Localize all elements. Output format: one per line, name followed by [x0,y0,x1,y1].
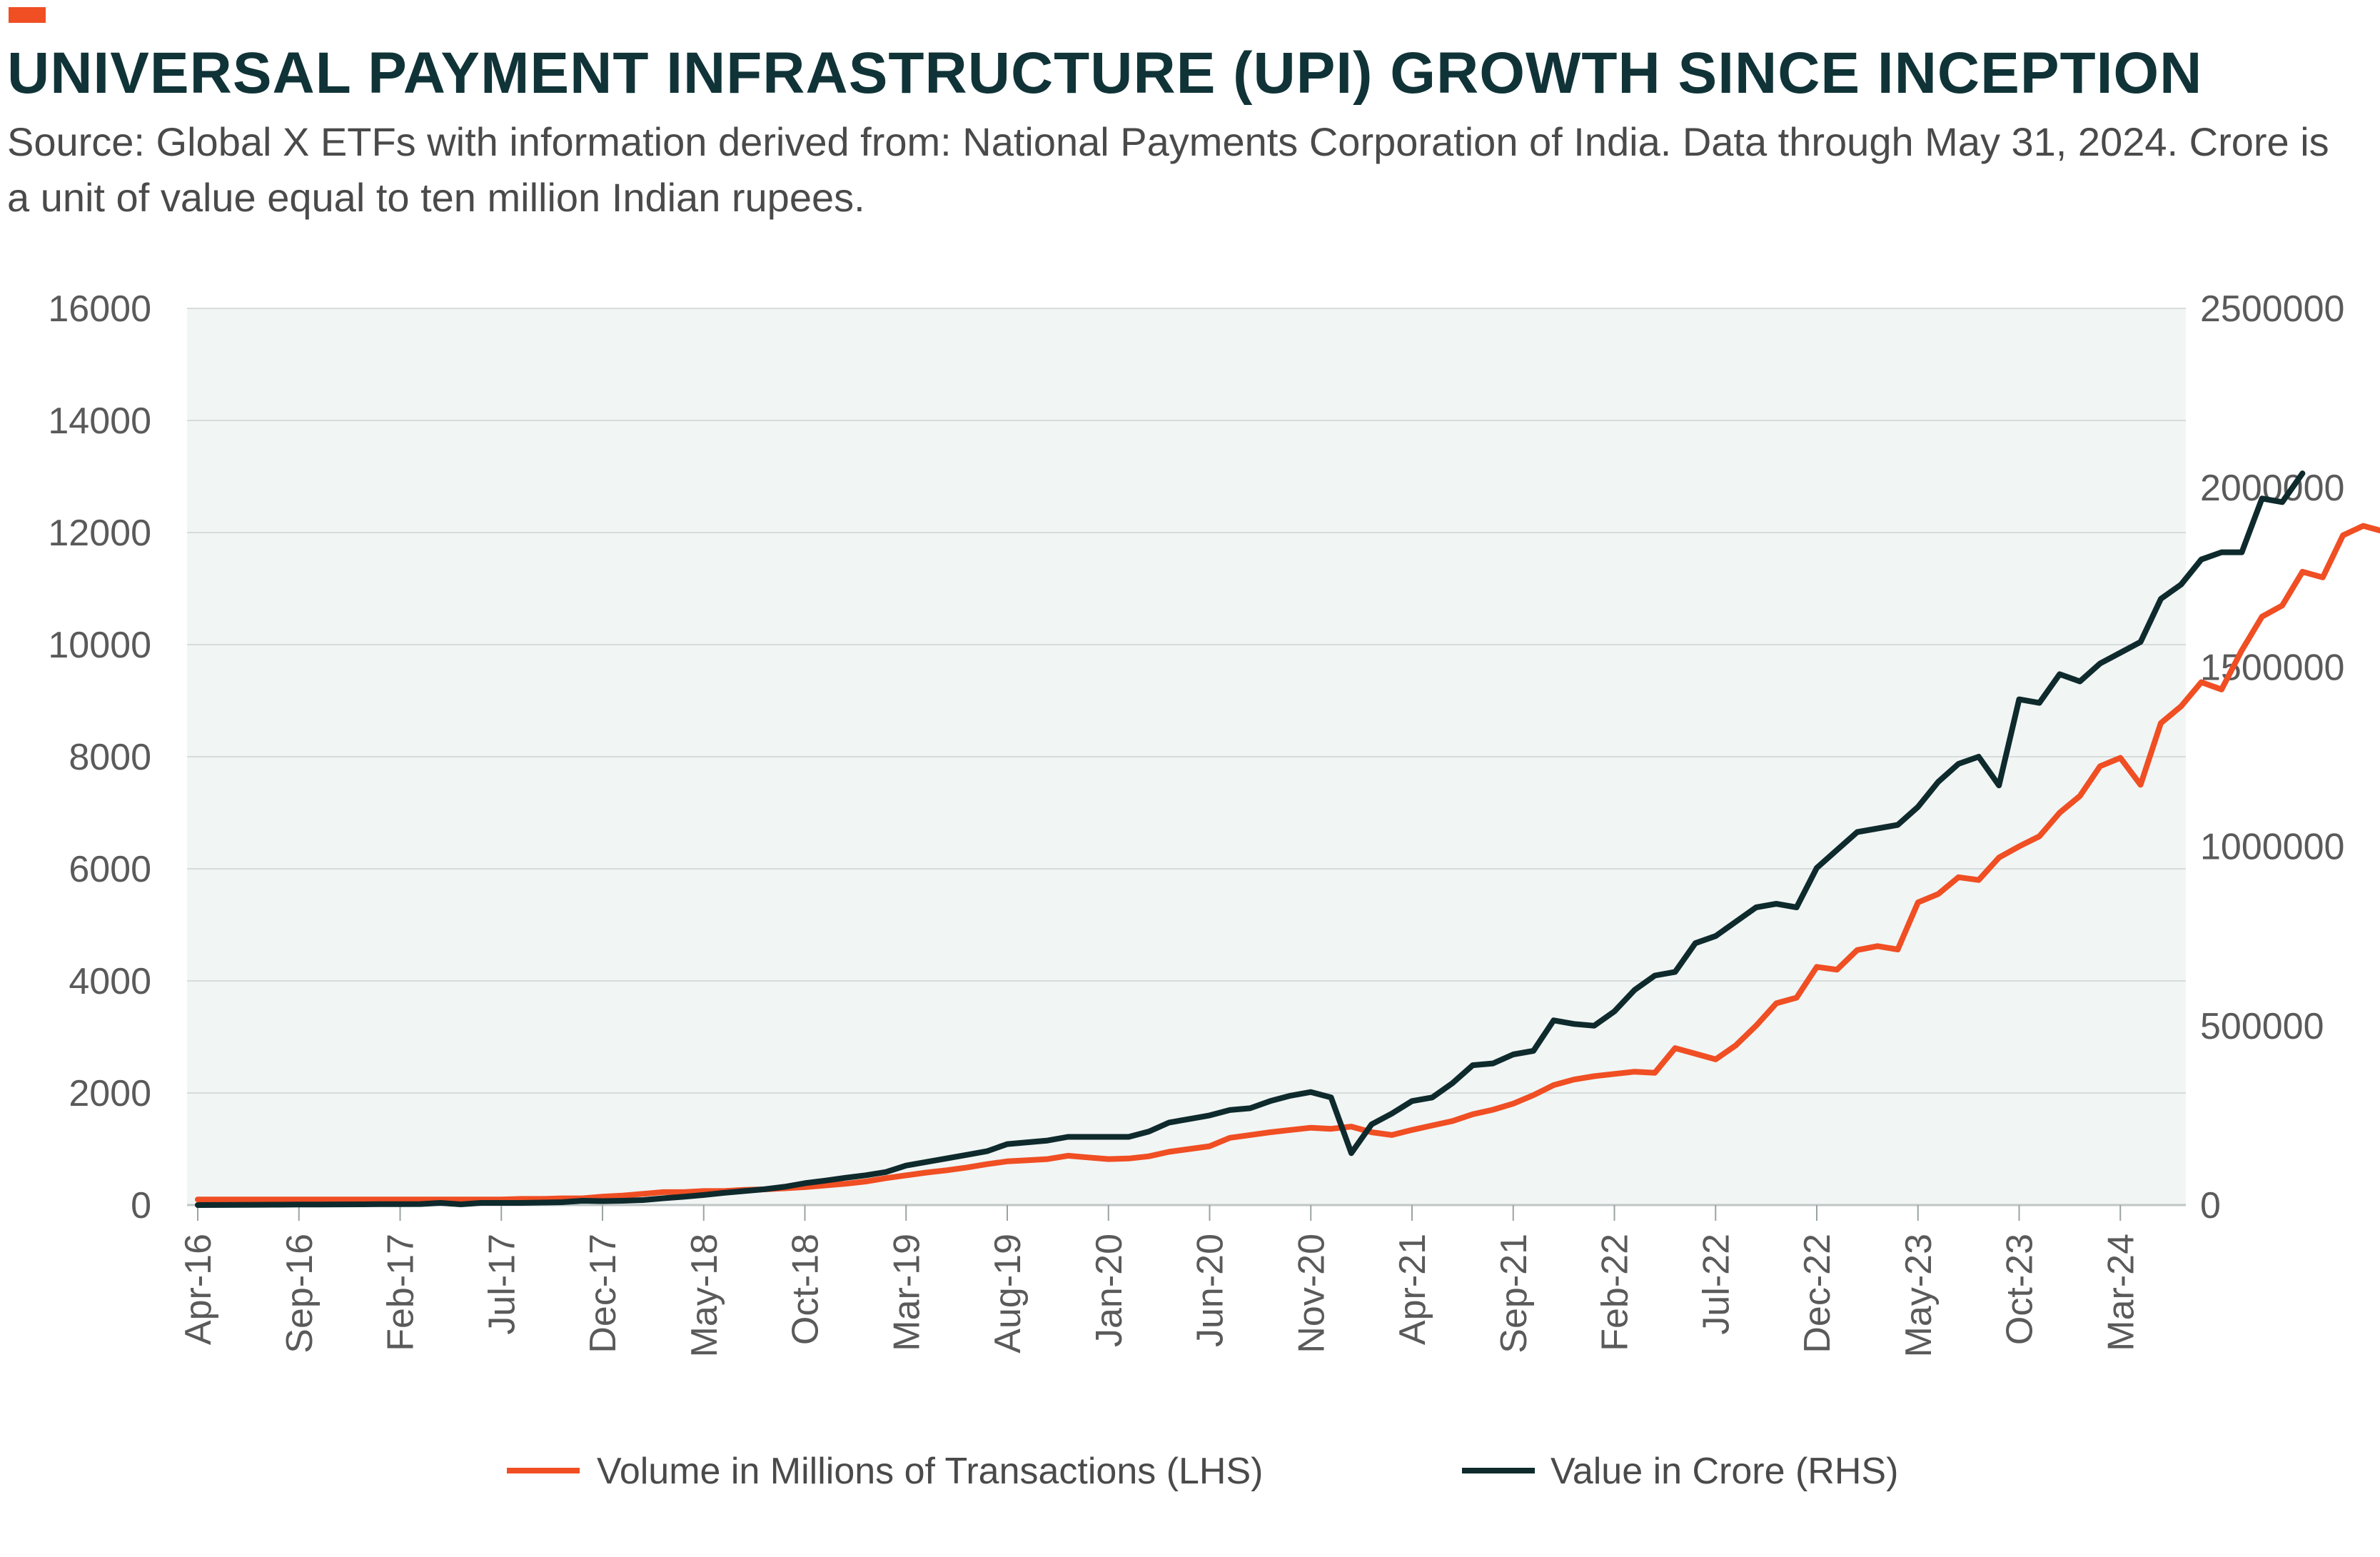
x-tick-label: Feb-22 [1595,1234,1636,1351]
x-tick-label: Feb-17 [380,1234,422,1351]
x-tick-label: Nov-20 [1291,1234,1332,1354]
y-right-tick-label: 0 [2200,1185,2221,1226]
y-left-tick-label: 4000 [69,961,151,1002]
x-tick-label: Aug-19 [987,1234,1029,1354]
x-tick-label: May-18 [684,1234,725,1357]
x-tick-label: Apr-16 [178,1234,219,1345]
legend-label-value: Value in Crore (RHS) [1550,1451,1898,1492]
y-left-tick-label: 16000 [48,288,151,330]
y-right-tick-label: 1000000 [2200,827,2344,868]
x-tick-label: Mar-19 [886,1234,927,1351]
x-tick-label: Jan-20 [1089,1234,1130,1347]
x-tick-label: May-23 [1898,1234,1940,1357]
y-left-tick-label: 8000 [69,737,151,778]
x-tick-label: Oct-18 [785,1234,827,1345]
x-tick-label: Jul-22 [1695,1234,1737,1335]
y-left-tick-label: 14000 [48,400,151,442]
series-line-value [195,470,2306,1208]
y-right-tick-label: 2500000 [2200,288,2344,330]
x-tick-label: Sep-16 [279,1234,321,1354]
page-title: UNIVERSAL PAYMENT INFRASTRUCTURE (UPI) G… [7,41,2203,106]
series-line-volume [195,523,2380,1203]
x-tick-label: Jul-17 [481,1234,523,1335]
source-note: Source: Global X ETFs with information d… [7,119,2329,220]
gridlines [187,308,2186,1094]
accent-bar [9,7,46,23]
y-left-tick-label: 0 [131,1185,151,1226]
x-tick-label: Dec-22 [1797,1234,1838,1354]
axes: 0 2000 4000 6000 8000 10000 12000 14000 16000 0 50… [48,288,2344,1357]
y-right-tick-label: 500000 [2200,1006,2324,1047]
x-tick-label: Dec-17 [583,1234,624,1354]
x-tick-label: Apr-21 [1392,1234,1433,1345]
y-left-tick-label: 2000 [69,1073,151,1114]
x-tick-label: Sep-21 [1493,1234,1535,1354]
x-tick-label: Mar-24 [2100,1234,2142,1351]
legend: Volume in Millions of Transactions (LHS)… [507,1451,1898,1492]
x-tick-label: Oct-23 [2000,1234,2041,1345]
y-left-tick-label: 6000 [69,849,151,890]
y-right-tick-label: 1500000 [2200,647,2344,688]
y-left-tick-label: 10000 [48,625,151,666]
x-tick-label: Jun-20 [1190,1234,1231,1347]
legend-label-volume: Volume in Millions of Transactions (LHS) [597,1451,1264,1492]
series-lines [195,470,2380,1208]
y-left-tick-label: 12000 [48,513,151,554]
